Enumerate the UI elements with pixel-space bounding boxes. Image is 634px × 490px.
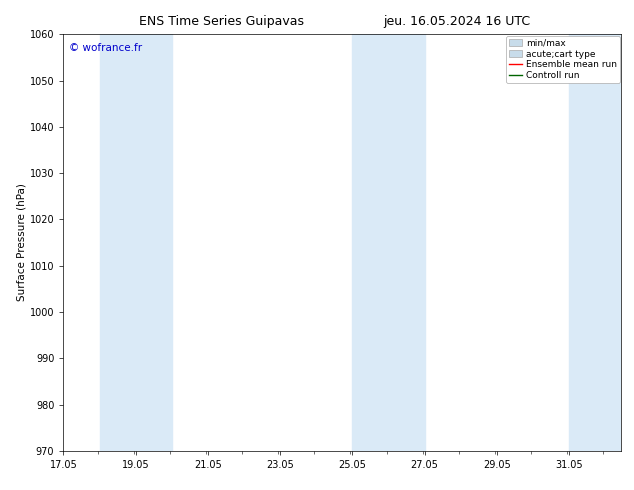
Text: ENS Time Series Guipavas: ENS Time Series Guipavas [139,15,304,28]
Text: jeu. 16.05.2024 16 UTC: jeu. 16.05.2024 16 UTC [383,15,530,28]
Y-axis label: Surface Pressure (hPa): Surface Pressure (hPa) [17,184,27,301]
Bar [100,34,172,451]
Legend: min/max, acute;cart type, Ensemble mean run, Controll run: min/max, acute;cart type, Ensemble mean … [506,36,619,83]
Text: © wofrance.fr: © wofrance.fr [69,43,142,52]
Bar [569,34,621,451]
Bar [353,34,425,451]
